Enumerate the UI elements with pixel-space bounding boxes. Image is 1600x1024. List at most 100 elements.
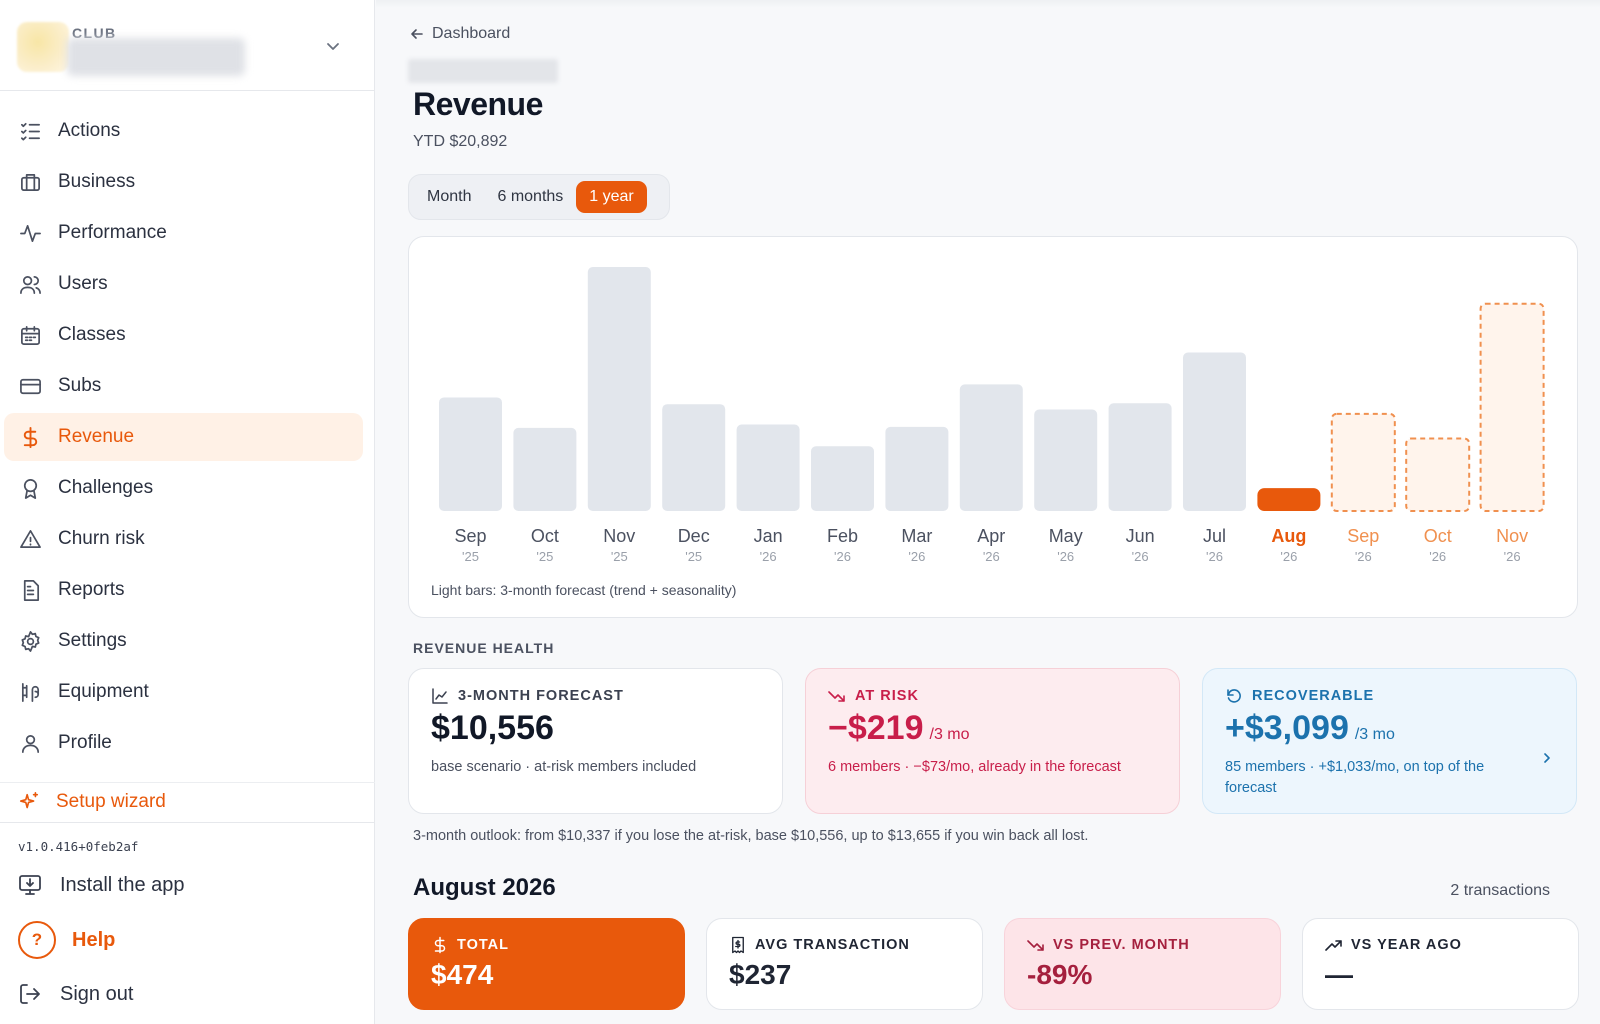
sidebar-item-label: Users xyxy=(58,273,108,294)
warning-icon xyxy=(17,526,43,552)
bar-sep-25[interactable] xyxy=(439,397,502,511)
trending-down-icon xyxy=(1027,940,1044,951)
bar-jun-26[interactable] xyxy=(1108,403,1172,511)
club-switcher[interactable]: CLUB xyxy=(17,20,357,76)
range-1-year-button[interactable]: 1 year xyxy=(576,181,647,213)
x-tick-year: '25 xyxy=(536,549,553,564)
sidebar-item-label: Equipment xyxy=(58,681,149,702)
sidebar-item-label: Revenue xyxy=(58,426,135,447)
sidebar-item-classes[interactable]: Classes xyxy=(4,311,363,359)
sidebar-item-label: Challenges xyxy=(58,477,154,498)
kpi-avg-transaction: AVG TRANSACTION $237 xyxy=(706,918,983,1010)
month-title: August 2026 xyxy=(413,874,556,901)
bar-nov-26[interactable] xyxy=(1479,302,1545,512)
sidebar-item-actions[interactable]: Actions xyxy=(4,107,363,155)
sidebar-item-reports[interactable]: Reports xyxy=(4,566,363,614)
kpi-prev-label: VS PREV. MONTH xyxy=(1053,937,1190,953)
kpi-vs-prev-month: VS PREV. MONTH -89% xyxy=(1004,918,1281,1010)
rotate-ccw-icon xyxy=(1227,689,1241,703)
x-tick-month: May xyxy=(1049,526,1083,546)
club-logo xyxy=(17,22,69,72)
kpi-yoy-label: VS YEAR AGO xyxy=(1351,937,1462,953)
recoverable-value: +$3,099 xyxy=(1225,709,1349,747)
x-tick-year: '26 xyxy=(1504,549,1521,564)
kpi-avg-value: $237 xyxy=(729,959,792,990)
x-tick-year: '26 xyxy=(983,549,1000,564)
award-icon xyxy=(17,475,43,501)
at-risk-value: −$219 xyxy=(828,709,924,747)
install-app-button[interactable]: Install the app xyxy=(18,873,185,897)
range-month-button[interactable]: Month xyxy=(427,188,472,205)
at-risk-title: AT RISK xyxy=(855,688,919,704)
range-6-months-button[interactable]: 6 months xyxy=(497,188,564,205)
sidebar-item-label: Subs xyxy=(58,375,102,396)
sidebar-item-churn-risk[interactable]: Churn risk xyxy=(4,515,363,563)
kpi-avg-label: AVG TRANSACTION xyxy=(755,937,910,953)
arrow-left-icon xyxy=(411,29,423,39)
bar-jan-26[interactable] xyxy=(736,424,800,511)
install-app-label: Install the app xyxy=(60,873,185,896)
sidebar-item-equipment[interactable]: Equipment xyxy=(4,668,363,716)
bar-dec-25[interactable] xyxy=(662,404,726,511)
sidebar-item-profile[interactable]: Profile xyxy=(4,719,363,767)
sidebar-item-label: Actions xyxy=(58,120,121,141)
bar-oct-26[interactable] xyxy=(1405,437,1471,512)
sidebar-item-users[interactable]: Users xyxy=(4,260,363,308)
help-button[interactable]: ? Help xyxy=(18,921,115,959)
gear-icon xyxy=(17,628,43,654)
sidebar-item-subs[interactable]: Subs xyxy=(4,362,363,410)
sparkle-icon xyxy=(19,792,39,809)
bar-apr-26[interactable] xyxy=(959,384,1023,511)
bar-mar-26[interactable] xyxy=(885,426,949,511)
sidebar-item-business[interactable]: Business xyxy=(4,158,363,206)
x-tick-month: Jun xyxy=(1126,526,1155,546)
forecast-value: $10,556 xyxy=(431,709,554,747)
x-tick-year: '25 xyxy=(462,549,479,564)
x-tick-month: Nov xyxy=(603,526,635,546)
x-tick-year: '26 xyxy=(1280,549,1297,564)
card-icon xyxy=(17,373,43,399)
back-to-dashboard-link[interactable]: Dashboard xyxy=(409,25,510,43)
sidebar-item-performance[interactable]: Performance xyxy=(4,209,363,257)
chevron-right-icon[interactable] xyxy=(1540,751,1554,765)
bar-oct-25[interactable] xyxy=(513,427,577,511)
bar-feb-26[interactable] xyxy=(811,446,874,511)
x-tick-month: Nov xyxy=(1496,526,1528,546)
bar-jul-26[interactable] xyxy=(1183,352,1246,511)
bar-aug-26[interactable] xyxy=(1257,488,1321,511)
sidebar-item-revenue[interactable]: Revenue xyxy=(4,413,363,461)
recoverable-card[interactable]: RECOVERABLE +$3,099/3 mo 85 members · +$… xyxy=(1202,668,1577,814)
kpi-prev-value: -89% xyxy=(1027,959,1093,990)
list-check-icon xyxy=(17,118,43,144)
x-tick-year: '26 xyxy=(834,549,851,564)
forecast-title: 3-MONTH FORECAST xyxy=(458,688,624,704)
user-icon xyxy=(17,730,43,756)
setup-wizard-link[interactable]: Setup wizard xyxy=(18,791,166,813)
recoverable-unit: /3 mo xyxy=(1354,726,1395,743)
help-icon: ? xyxy=(18,921,56,959)
transactions-count: 2 transactions xyxy=(1450,882,1550,899)
at-risk-card[interactable]: AT RISK −$219/3 mo 6 members · −$73/mo, … xyxy=(805,668,1180,814)
redacted-chip xyxy=(408,59,558,83)
sign-out-button[interactable]: Sign out xyxy=(18,982,133,1006)
bar-nov-25[interactable] xyxy=(587,267,651,511)
x-tick-month: Jan xyxy=(754,526,783,546)
x-tick-year: '26 xyxy=(1206,549,1223,564)
bar-may-26[interactable] xyxy=(1034,409,1098,511)
recoverable-title: RECOVERABLE xyxy=(1252,688,1375,704)
trending-down-icon xyxy=(828,691,845,702)
sidebar-item-label: Classes xyxy=(58,324,126,345)
sidebar-item-challenges[interactable]: Challenges xyxy=(4,464,363,512)
bar-sep-26[interactable] xyxy=(1330,412,1396,512)
sidebar-item-settings[interactable]: Settings xyxy=(4,617,363,665)
club-name-redacted xyxy=(67,38,245,76)
x-tick-month: Feb xyxy=(827,526,858,546)
x-tick-month: Sep xyxy=(1347,526,1379,546)
chevron-down-icon[interactable] xyxy=(323,36,343,56)
forecast-card: 3-MONTH FORECAST $10,556 base scenario ·… xyxy=(408,668,783,814)
app-version: v1.0.416+0feb2af xyxy=(18,839,139,854)
calendar-icon xyxy=(17,322,43,348)
x-tick-year: '26 xyxy=(1057,549,1074,564)
setup-wizard-row: Setup wizard xyxy=(0,782,375,822)
x-tick-month: Aug xyxy=(1271,526,1306,546)
